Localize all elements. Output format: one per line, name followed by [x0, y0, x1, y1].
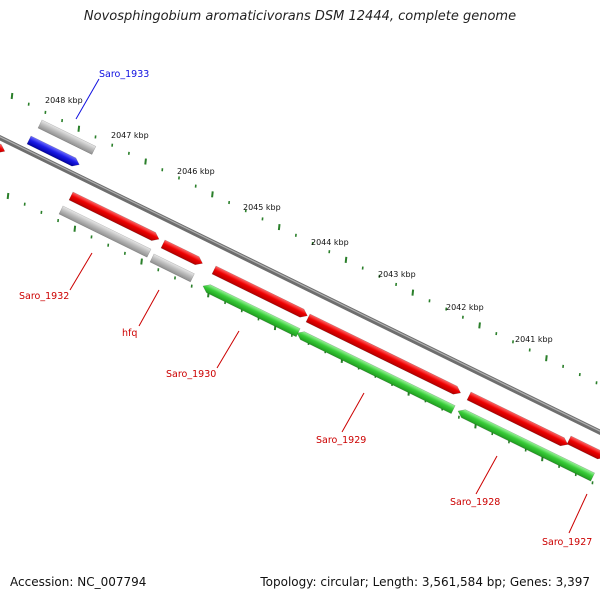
scale-label-2043: 2043 kbp — [378, 270, 416, 279]
gene-label-saro-1929[interactable]: Saro_1929 — [316, 435, 366, 446]
label-leader-lines — [69, 78, 588, 534]
scale-label-2042: 2042 kbp — [446, 303, 484, 312]
scale-tick — [57, 219, 60, 223]
scale-tick — [562, 364, 565, 368]
scale-tick — [545, 355, 548, 362]
gene-red-d[interactable] — [305, 313, 463, 397]
scale-label-2046: 2046 kbp — [177, 167, 215, 176]
scale-tick — [111, 143, 114, 147]
gene-saro-1929[interactable] — [295, 329, 456, 415]
genome-backbone — [0, 135, 600, 435]
gene-hfq[interactable] — [149, 253, 195, 283]
scale-tick — [123, 251, 126, 255]
scale-label-2048: 2048 kbp — [45, 96, 83, 105]
gene-features — [0, 119, 600, 482]
scale-tick — [190, 284, 193, 288]
scale-tick — [478, 322, 481, 329]
scale-tick — [244, 209, 247, 213]
gene-label-hfq[interactable]: hfq — [122, 328, 137, 339]
gene-upper-grey[interactable] — [37, 119, 97, 155]
scale-tick — [361, 266, 364, 270]
scale-tick — [23, 202, 26, 206]
gene-red-b[interactable] — [160, 239, 204, 267]
gene-red-e[interactable] — [466, 391, 570, 449]
scale-ticks-outer — [10, 92, 598, 385]
scale-tick — [461, 315, 464, 319]
scale-tick — [194, 184, 197, 188]
scale-tick — [457, 415, 460, 419]
scale-tick — [140, 258, 143, 265]
gene-label-saro-1928[interactable]: Saro_1928 — [450, 497, 500, 508]
gene-partial-left[interactable] — [0, 141, 7, 155]
scale-tick — [73, 225, 77, 232]
scale-label-2047: 2047 kbp — [111, 131, 149, 140]
scale-tick — [512, 340, 514, 344]
leader-saro-1927 — [568, 493, 588, 534]
gene-red-a[interactable] — [68, 191, 161, 243]
scale-tick — [44, 110, 47, 114]
scale-tick — [395, 282, 398, 287]
scale-tick — [578, 372, 581, 377]
scale-tick — [428, 299, 431, 303]
scale-tick — [277, 224, 281, 231]
scale-tick — [211, 191, 214, 198]
gene-label-saro-1933[interactable]: Saro_1933 — [99, 69, 149, 80]
gene-saro-1933[interactable] — [26, 135, 81, 169]
scale-tick — [411, 289, 415, 296]
gene-saro-1928[interactable] — [456, 407, 595, 482]
leader-saro-1932 — [69, 252, 93, 291]
scale-tick — [10, 92, 14, 100]
scale-label-2044: 2044 kbp — [311, 238, 349, 247]
scale-tick — [94, 135, 97, 139]
scale-tick — [178, 176, 180, 180]
scale-tick — [495, 332, 498, 336]
scale-tick — [174, 276, 176, 280]
scale-tick — [595, 381, 598, 385]
scale-tick — [591, 481, 594, 485]
scale-tick — [6, 192, 10, 200]
scale-label-2045: 2045 kbp — [243, 203, 281, 212]
leader-saro-1930 — [216, 330, 240, 369]
accession-text: Accession: NC_007794 — [10, 575, 147, 589]
scale-tick — [27, 102, 30, 106]
scale-tick — [90, 235, 93, 239]
scale-tick — [161, 168, 164, 172]
leader-hfq — [138, 289, 160, 327]
map-title: Novosphingobium aromaticivorans DSM 1244… — [83, 9, 517, 24]
scale-tick — [294, 233, 297, 237]
gene-saro-1932[interactable] — [58, 205, 152, 258]
scale-tick — [107, 243, 110, 247]
gene-red-c[interactable] — [211, 265, 309, 320]
scale-tick — [528, 348, 531, 352]
scale-labels: 2048 kbp 2047 kbp 2046 kbp 2045 kbp 2044… — [45, 96, 553, 344]
scale-tick — [77, 125, 81, 132]
scale-tick — [228, 200, 231, 205]
gene-label-saro-1930[interactable]: Saro_1930 — [166, 369, 216, 380]
scale-tick — [445, 307, 448, 311]
scale-label-2041: 2041 kbp — [515, 335, 553, 344]
gene-label-saro-1932[interactable]: Saro_1932 — [19, 291, 69, 302]
leader-saro-1929 — [341, 392, 365, 433]
scale-tick — [157, 268, 160, 272]
scale-tick — [127, 151, 130, 155]
scale-tick — [311, 241, 314, 246]
scale-tick — [261, 217, 264, 221]
gene-saro-1930[interactable] — [201, 282, 301, 338]
scale-tick — [144, 158, 147, 165]
scale-tick — [378, 274, 381, 278]
scale-tick — [328, 250, 331, 254]
gene-red-f[interactable] — [566, 435, 600, 462]
gene-label-saro-1927[interactable]: Saro_1927 — [542, 537, 592, 548]
scale-tick — [40, 210, 43, 214]
leader-saro-1933 — [75, 78, 100, 120]
scale-tick — [61, 119, 64, 123]
leader-saro-1928 — [475, 455, 498, 495]
scale-tick — [344, 256, 348, 263]
gene-labels: Saro_1933 Saro_1932 hfq Saro_1930 Saro_1… — [19, 69, 592, 548]
genome-summary-text: Topology: circular; Length: 3,561,584 bp… — [260, 575, 590, 589]
